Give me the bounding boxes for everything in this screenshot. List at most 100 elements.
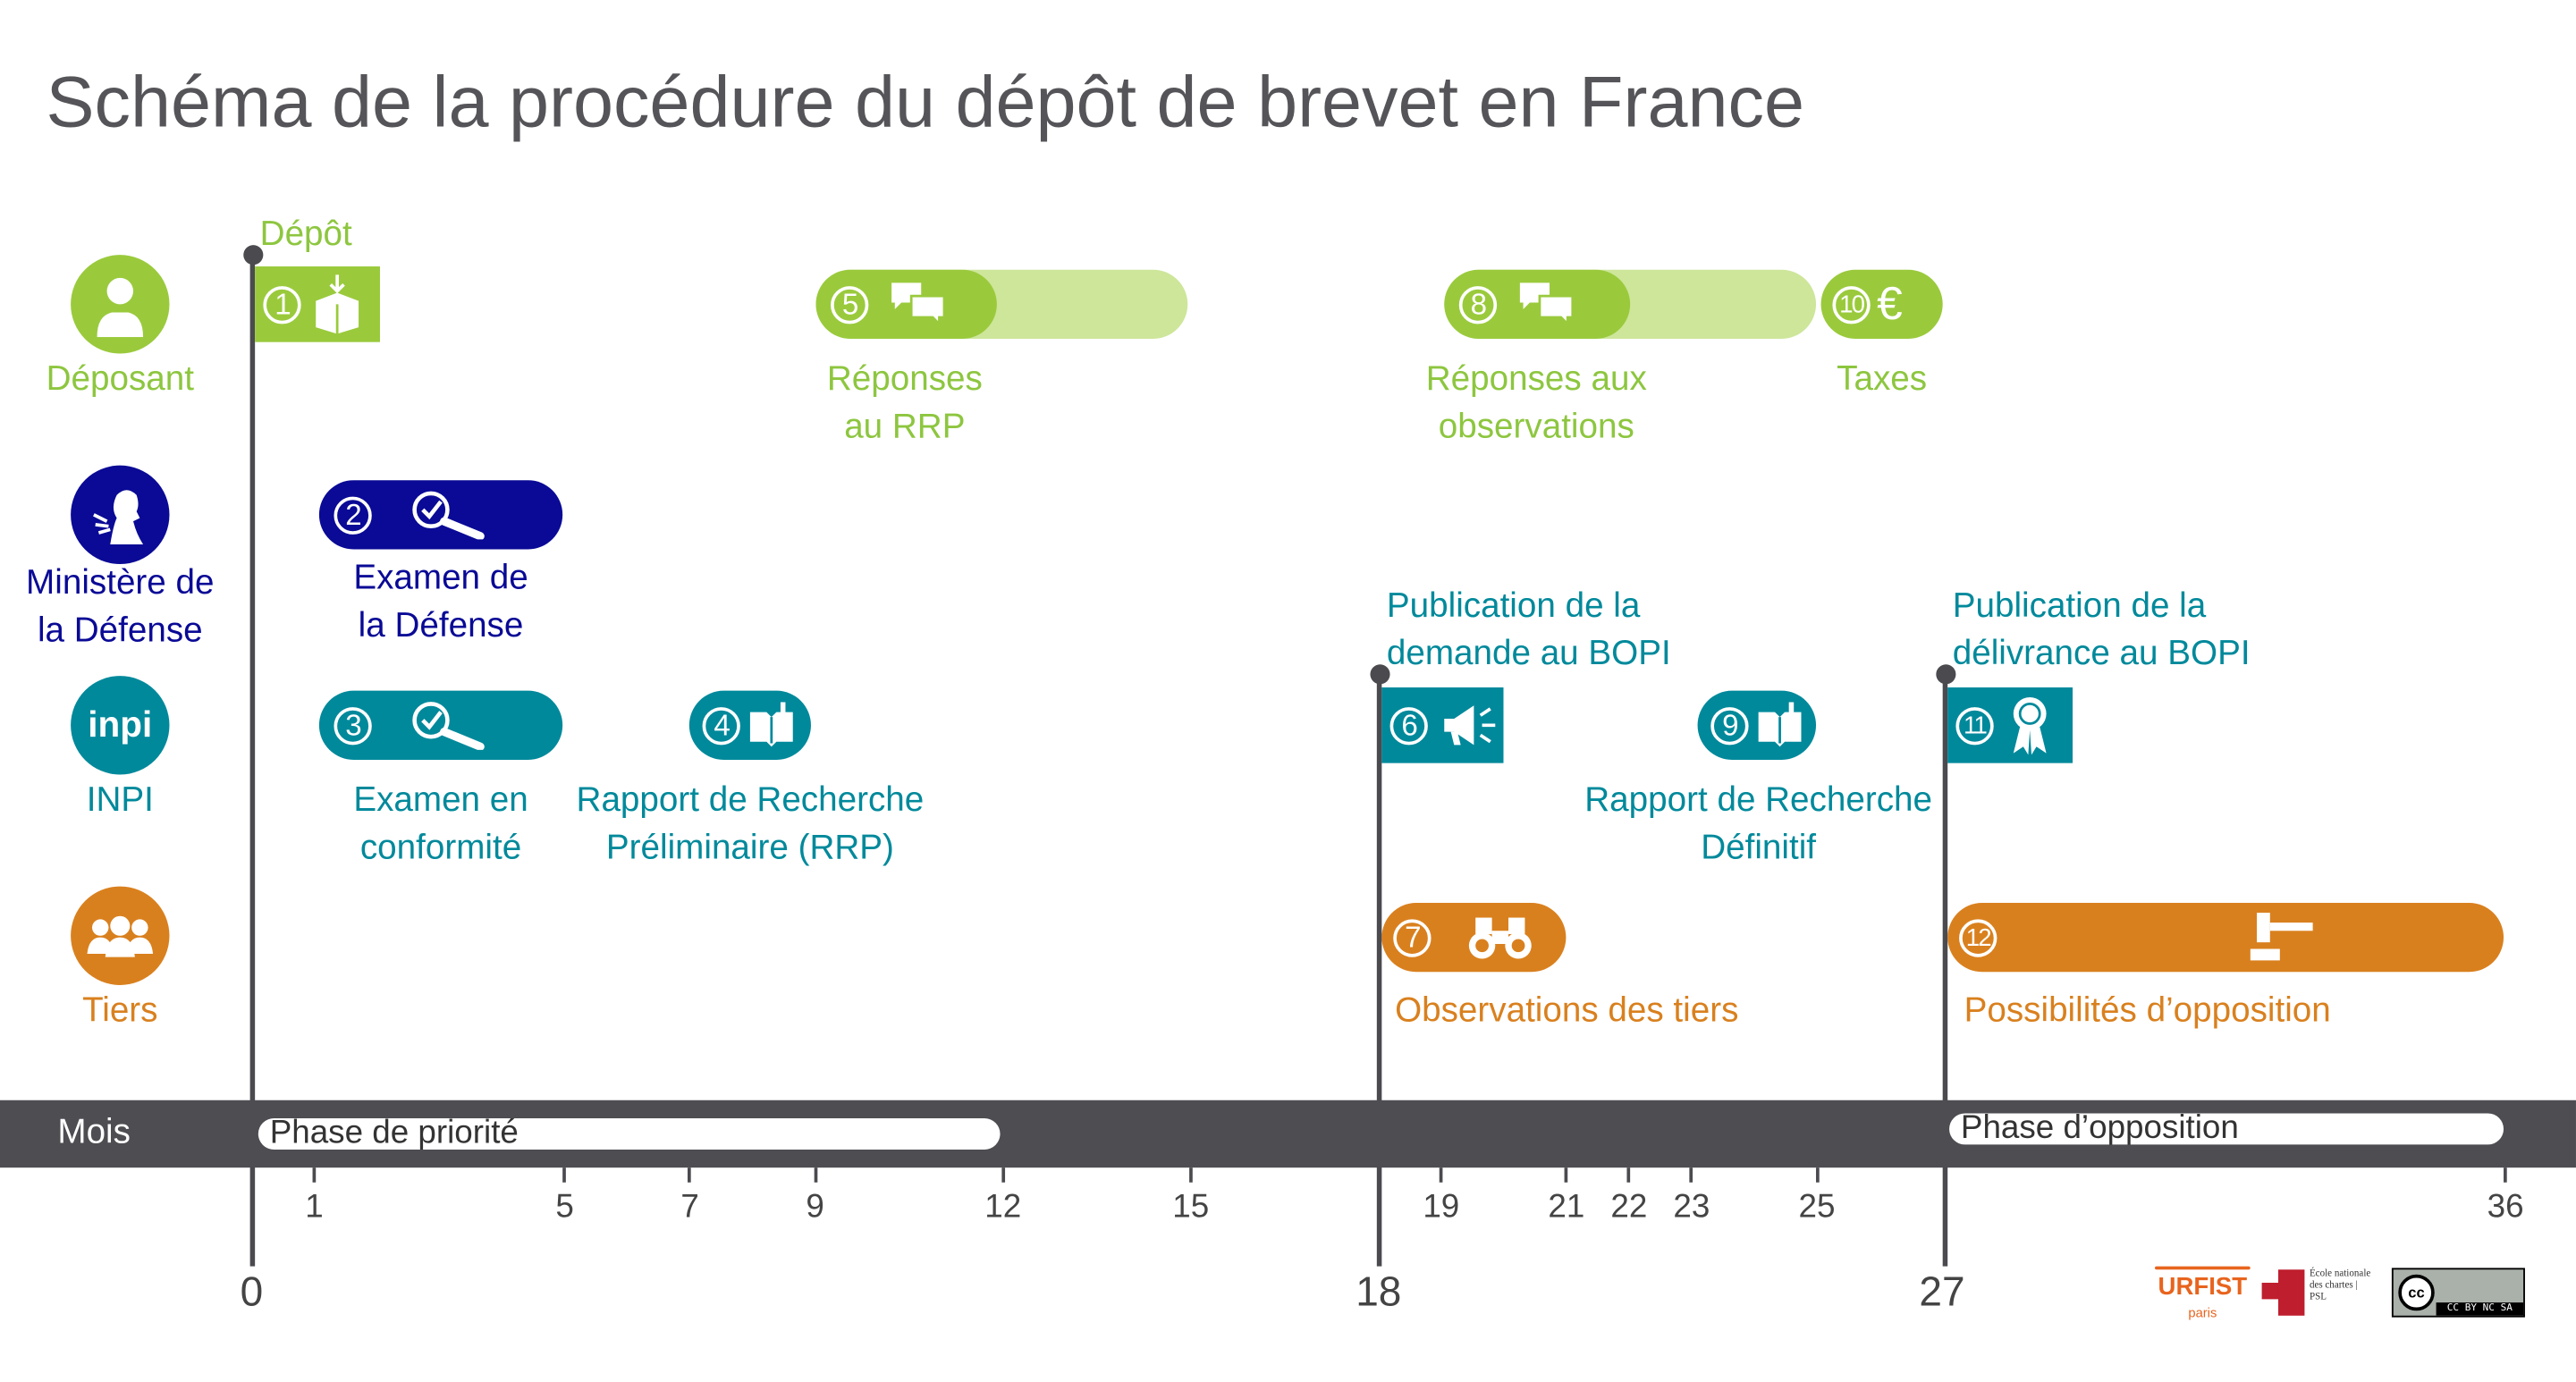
book-icon	[1758, 702, 1802, 747]
binoculars-icon	[1468, 917, 1532, 959]
label-line: Préliminaire (RRP)	[605, 829, 894, 867]
euro-icon: €	[1877, 277, 1903, 329]
tick-label: 15	[1172, 1189, 1210, 1226]
label-line: observations	[1438, 408, 1634, 446]
timeline-unit-label: Mois	[57, 1113, 131, 1151]
check-magnifier-icon	[412, 491, 485, 540]
step-10-label: Taxes	[1837, 359, 1928, 399]
label-line: Examen de	[353, 559, 528, 597]
actor-label-line: Ministère de	[26, 564, 215, 603]
step-3-label: Examen en conformité	[353, 776, 528, 872]
tick-label: 9	[806, 1189, 824, 1226]
axis-line-month-27	[1942, 674, 1948, 1267]
step-5-label: Réponses au RRP	[827, 355, 983, 451]
tick-mark	[562, 1167, 567, 1183]
label-line: Publication de la	[1386, 586, 1641, 626]
tick-mark	[1815, 1167, 1819, 1183]
page-title: Schéma de la procédure du dépôt de breve…	[46, 62, 1805, 144]
ballot-box-icon	[316, 274, 359, 334]
step-3: 3	[318, 690, 563, 760]
axis-line-month-0	[249, 255, 256, 1267]
urfist-logo-text: URFIST	[2158, 1272, 2248, 1302]
step-number: 12	[1959, 918, 1997, 956]
megaphone-icon	[1444, 705, 1496, 746]
tick-label: 22	[1610, 1189, 1648, 1226]
step-8-label: Réponses aux observations	[1426, 355, 1647, 451]
milestone-dot	[242, 245, 263, 265]
step-7: 7	[1381, 902, 1567, 973]
step-9-label: Rapport de Recherche Définitif	[1584, 776, 1932, 872]
step-number: 8	[1458, 285, 1498, 324]
check-magnifier-icon	[412, 702, 485, 750]
marianne-icon	[71, 465, 170, 565]
major-tick-label: 18	[1356, 1269, 1402, 1316]
inpi-logo-text: inpi	[88, 704, 153, 746]
step-number: 9	[1710, 706, 1749, 745]
tick-mark	[1565, 1167, 1568, 1183]
step-1: 1	[255, 266, 380, 342]
tick-mark	[813, 1167, 817, 1183]
milestone-dot	[1369, 664, 1389, 685]
label-line: Examen en	[353, 780, 528, 820]
step-12-label: Possibilités d’opposition	[1964, 991, 2331, 1030]
label-line: la Défense	[358, 606, 524, 645]
tick-mark	[312, 1167, 317, 1183]
label-line: Réponses	[826, 359, 983, 399]
step-5: 5	[815, 269, 997, 339]
step-12: 12	[1947, 902, 2504, 973]
step-number: 2	[334, 495, 372, 534]
label-line: Publication de la	[1952, 586, 2207, 626]
award-ribbon-icon	[2013, 697, 2047, 755]
step-9: 9	[1697, 690, 1817, 760]
step-number: 4	[702, 706, 740, 745]
label-line: délivrance au BOPI	[1952, 635, 2251, 673]
cc-license-badge: cc CC BY NC SA	[2391, 1268, 2525, 1318]
tick-label: 7	[680, 1189, 699, 1226]
tick-mark	[2504, 1167, 2507, 1183]
tick-label: 36	[2487, 1189, 2524, 1226]
step-number: 1	[263, 285, 301, 324]
actor-label-line: la Défense	[37, 611, 203, 650]
step-2-label: Examen de la Défense	[353, 554, 528, 650]
enc-logo: École nationale des chartes | PSL	[2261, 1269, 2370, 1319]
chat-bubbles-icon	[891, 282, 946, 327]
tick-mark	[1627, 1167, 1631, 1183]
urfist-logo: URFIST paris	[2155, 1266, 2251, 1326]
phase-priorite: Phase de priorité	[258, 1117, 1001, 1150]
tick-label: 1	[305, 1189, 324, 1226]
step-8: 8	[1444, 269, 1631, 339]
step-11-label: Publication de la délivrance au BOPI	[1953, 582, 2251, 678]
major-tick-label: 27	[1919, 1269, 1965, 1316]
tick-mark	[1188, 1167, 1193, 1183]
label-line: Rapport de Recherche	[576, 780, 925, 820]
step-number: 7	[1393, 918, 1432, 956]
phase-opposition: Phase d’opposition	[1949, 1112, 2504, 1145]
tick-mark	[1690, 1167, 1693, 1183]
actor-label-deposant: Déposant	[46, 359, 194, 399]
step-7-label: Observations des tiers	[1395, 991, 1739, 1030]
label-line: au RRP	[844, 408, 966, 446]
milestone-dot	[1935, 664, 1955, 685]
step-number: 6	[1389, 706, 1428, 745]
tick-label: 12	[984, 1189, 1022, 1226]
tick-label: 5	[555, 1189, 574, 1226]
step-2: 2	[318, 480, 563, 550]
step-4-label: Rapport de Recherche Préliminaire (RRP)	[577, 776, 925, 872]
step-number: 10	[1832, 285, 1871, 324]
cc-license-text: CC BY NC SA	[2436, 1302, 2524, 1316]
step-number: 5	[831, 285, 869, 324]
step-number: 3	[334, 706, 372, 745]
inpi-logo-icon: inpi	[71, 676, 170, 775]
label-line: demande au BOPI	[1386, 635, 1671, 673]
chat-bubbles-icon	[1519, 282, 1575, 327]
deposant-icon	[71, 255, 170, 354]
step-6-label: Publication de la demande au BOPI	[1387, 582, 1671, 678]
tick-label: 19	[1423, 1189, 1460, 1226]
label-line: Rapport de Recherche	[1584, 780, 1933, 820]
enc-logo-text: École nationale des chartes | PSL	[2309, 1269, 2371, 1303]
step-10: 10 €	[1820, 269, 1943, 339]
label-line: conformité	[359, 829, 522, 867]
major-tick-label: 0	[240, 1269, 264, 1316]
label-line: Définitif	[1701, 829, 1817, 867]
